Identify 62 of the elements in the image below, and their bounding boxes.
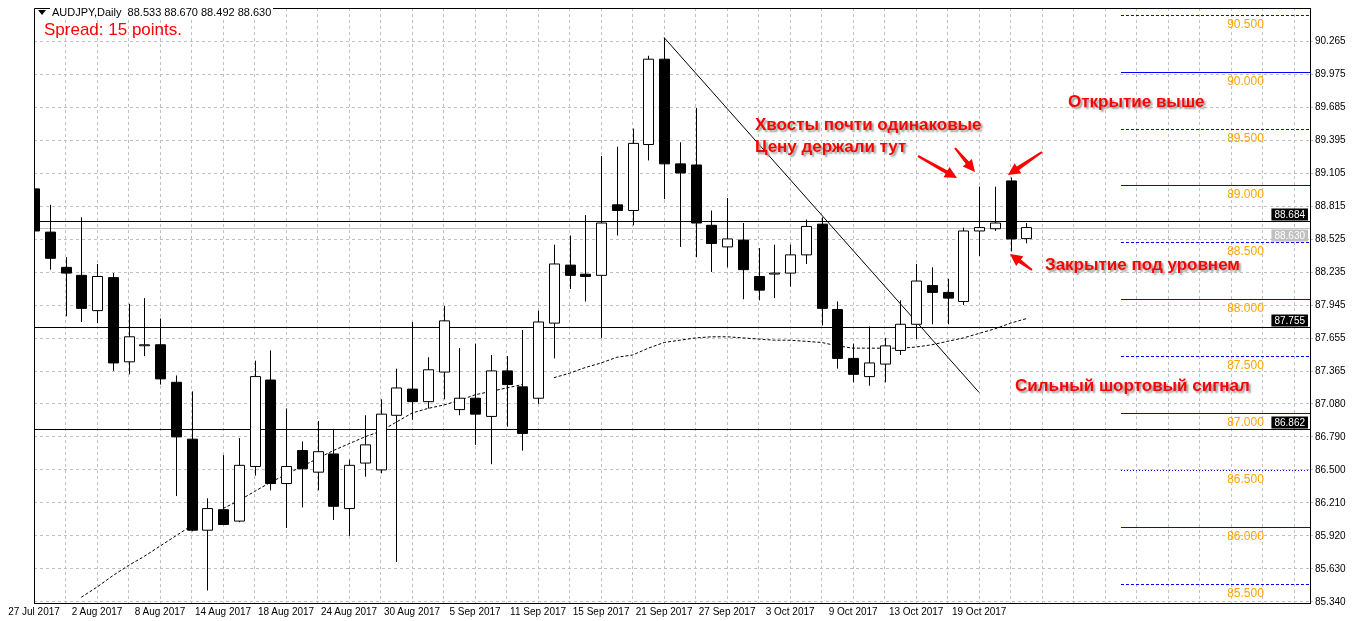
y-tick-label: 86.790: [1315, 430, 1347, 442]
y-tick-label: 87.655: [1315, 332, 1347, 344]
ref-line-label: 86.000: [1227, 528, 1265, 543]
candlestick: [927, 266, 938, 325]
ref-line-label: 89.500: [1227, 130, 1265, 145]
candlestick: [218, 454, 229, 525]
candlestick: [754, 247, 765, 301]
y-tick-label: 85.340: [1315, 595, 1347, 607]
x-tick-label: 21 Sep 2017: [635, 605, 693, 617]
y-tick-label: 87.945: [1315, 299, 1347, 311]
ref-line-label: 90.500: [1227, 16, 1265, 31]
x-tick-label: 18 Aug 2017: [257, 605, 315, 617]
ref-line-label: 85.500: [1227, 585, 1265, 600]
x-tick-label: 8 Aug 2017: [134, 605, 186, 617]
ref-line-label: 87.500: [1227, 357, 1265, 372]
ref-line-label: 86.862: [1274, 416, 1306, 428]
y-tick-label: 88.525: [1315, 233, 1347, 245]
ref-line-label: 90.000: [1227, 73, 1265, 88]
x-tick-label: 30 Aug 2017: [383, 605, 441, 617]
y-tick-label: 86.210: [1315, 496, 1347, 508]
x-tick-label: 5 Sep 2017: [449, 605, 502, 617]
candlestick: [202, 497, 213, 591]
x-tick-label: 14 Aug 2017: [194, 605, 252, 617]
ref-line-label: 87.755: [1274, 314, 1306, 326]
x-tick-label: 3 Oct 2017: [765, 605, 816, 617]
ref-line-label: 88.000: [1227, 300, 1265, 315]
annotation: Сильный шортовый сигнал: [1015, 376, 1250, 396]
y-tick-label: 89.975: [1315, 68, 1347, 80]
y-tick-label: 89.685: [1315, 101, 1347, 113]
y-tick-label: 90.265: [1315, 35, 1347, 47]
x-tick-label: 19 Oct 2017: [951, 605, 1007, 617]
ref-line-label: 86.500: [1227, 471, 1265, 486]
x-tick-label: 2 Aug 2017: [71, 605, 123, 617]
y-tick-label: 86.500: [1315, 463, 1347, 475]
x-tick-label: 27 Sep 2017: [698, 605, 756, 617]
ref-line-label: 88.684: [1274, 208, 1306, 220]
y-tick-label: 88.235: [1315, 266, 1347, 278]
annotation: Цену держали тут: [755, 137, 907, 157]
x-tick-label: 15 Sep 2017: [572, 605, 630, 617]
y-tick-label: 85.920: [1315, 529, 1347, 541]
annotation: Хвосты почти одинаковые: [755, 115, 982, 135]
y-tick-label: 87.080: [1315, 397, 1347, 409]
y-tick-label: 89.395: [1315, 134, 1347, 146]
chart-title: AUDJPY,Daily 88.533 88.670 88.492 88.630: [50, 6, 274, 18]
ref-line-label: 88.500: [1227, 243, 1265, 258]
annotation: Закрытие под уровнем: [1045, 255, 1240, 275]
ref-line-label: 89.000: [1227, 186, 1265, 201]
x-tick-label: 11 Sep 2017: [510, 605, 567, 617]
x-tick-label: 24 Aug 2017: [320, 605, 378, 617]
ref-line-label: 88.630: [1274, 229, 1306, 241]
annotation: Открытие выше: [1068, 92, 1205, 112]
x-tick-label: 13 Oct 2017: [888, 605, 944, 617]
y-tick-label: 85.630: [1315, 562, 1347, 574]
x-tick-label: 9 Oct 2017: [828, 605, 879, 617]
candlestick: [880, 337, 891, 383]
y-tick-label: 89.105: [1315, 167, 1347, 179]
ref-line-label: 87.000: [1227, 414, 1265, 429]
text: Spread: 15 points.: [44, 20, 182, 40]
x-tick-label: 27 Jul 2017: [8, 605, 61, 617]
y-tick-label: 87.365: [1315, 365, 1347, 377]
y-tick-label: 88.815: [1315, 200, 1347, 212]
candlestick: [785, 244, 796, 288]
